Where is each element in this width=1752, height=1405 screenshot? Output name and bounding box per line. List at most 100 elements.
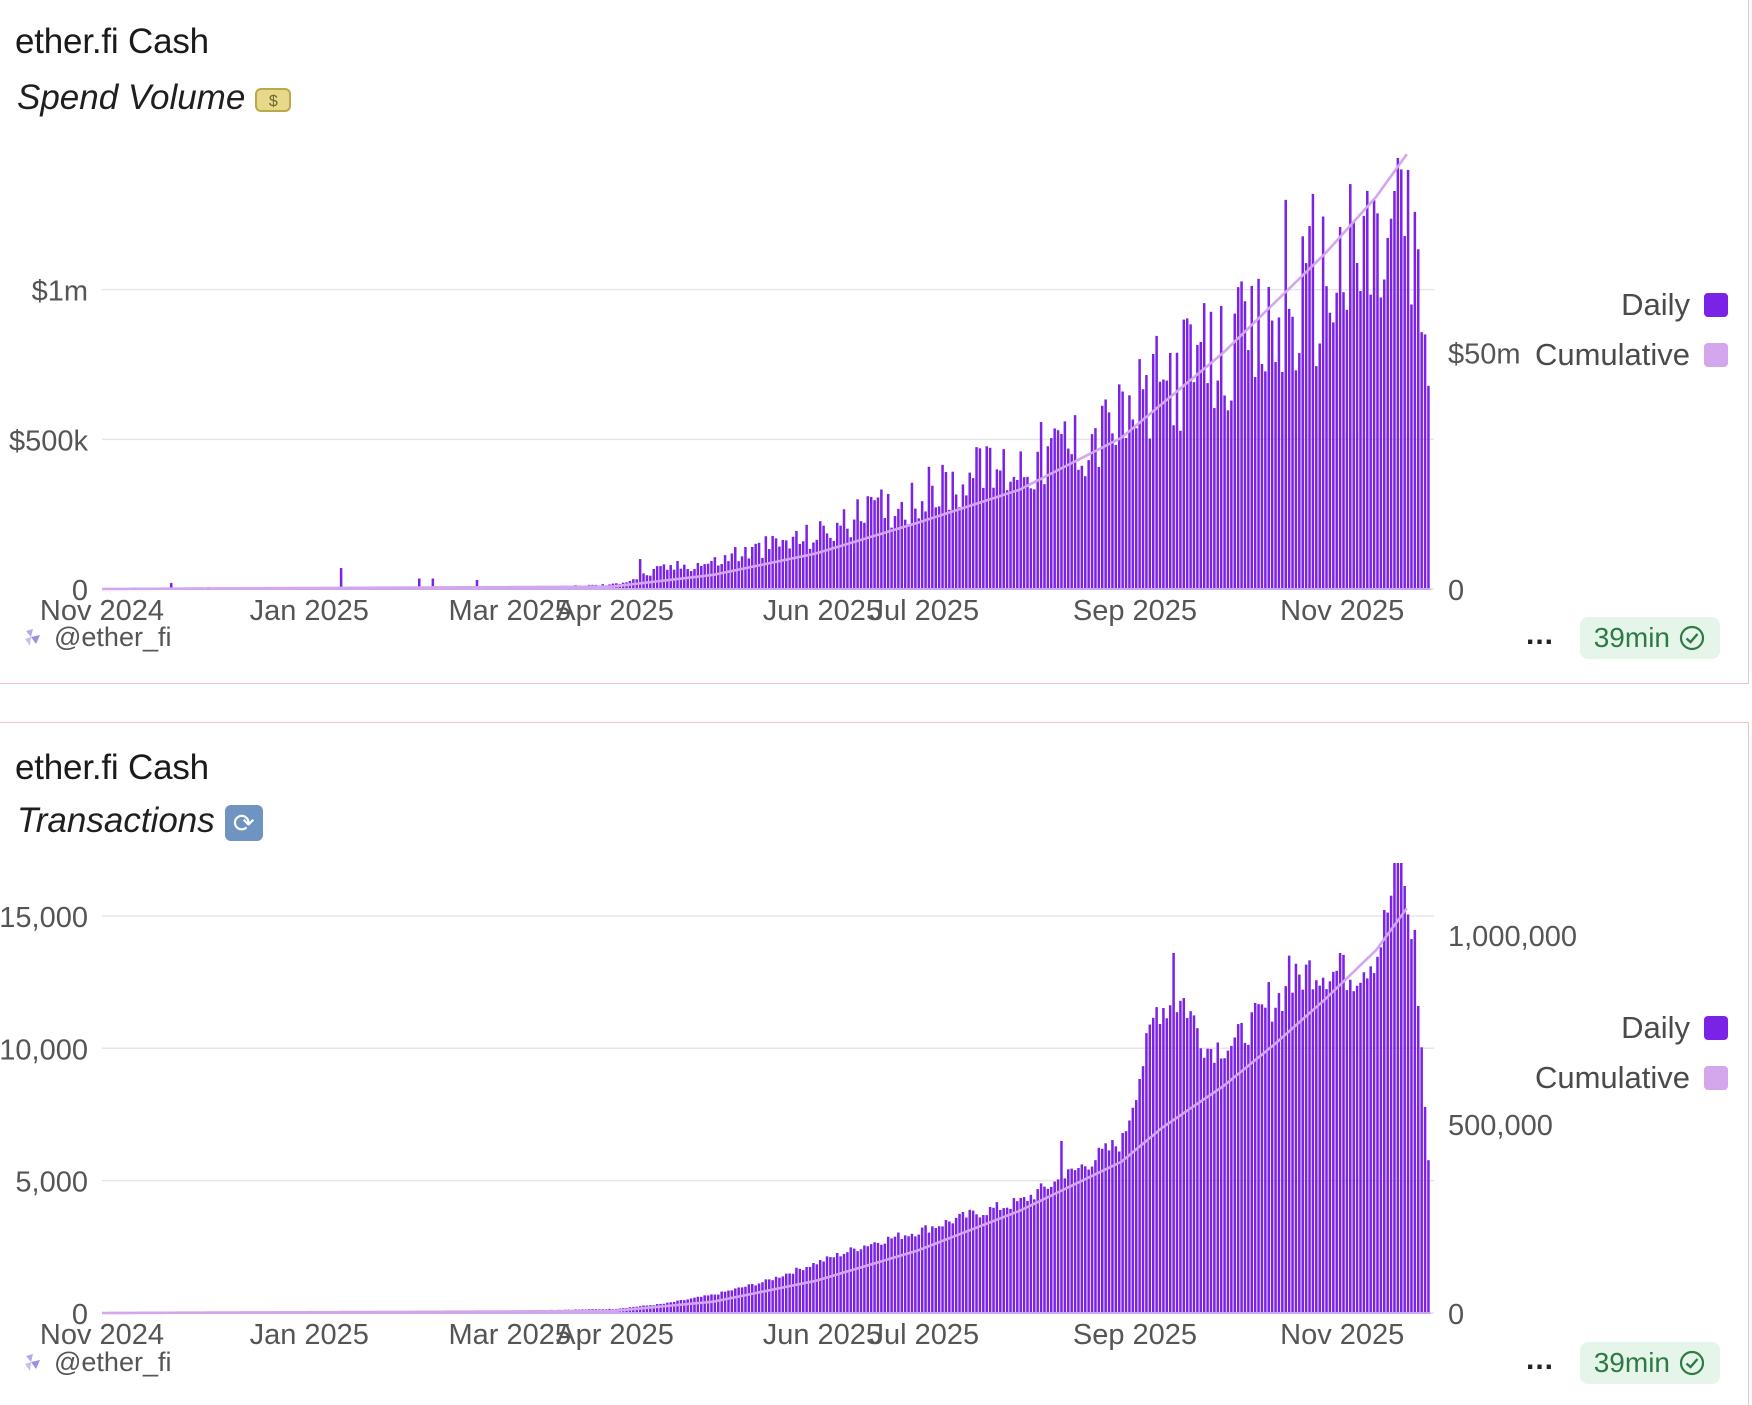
daily-bar[interactable]: [818, 1259, 822, 1313]
daily-bar[interactable]: [1101, 405, 1104, 589]
daily-bar[interactable]: [1131, 1107, 1135, 1313]
daily-bar[interactable]: [1267, 982, 1271, 1313]
daily-bar[interactable]: [1158, 1023, 1162, 1313]
daily-bar[interactable]: [1138, 359, 1141, 589]
daily-bar[interactable]: [781, 540, 785, 589]
daily-bar[interactable]: [1128, 395, 1131, 589]
daily-bar[interactable]: [1359, 982, 1362, 1313]
daily-bar[interactable]: [1090, 1166, 1094, 1313]
daily-bar[interactable]: [1233, 1037, 1237, 1313]
daily-bar[interactable]: [1202, 303, 1206, 589]
daily-bar[interactable]: [761, 1282, 764, 1313]
daily-bar[interactable]: [747, 1284, 751, 1313]
daily-bar[interactable]: [1389, 895, 1393, 1313]
daily-bar[interactable]: [975, 1214, 978, 1313]
daily-bar[interactable]: [849, 537, 853, 589]
daily-bar[interactable]: [829, 1257, 832, 1313]
legend-item-cumulative[interactable]: Cumulative: [1535, 1053, 1728, 1103]
daily-bar[interactable]: [1400, 169, 1403, 589]
daily-bar[interactable]: [876, 497, 880, 590]
daily-bar[interactable]: [1349, 184, 1352, 589]
daily-bar[interactable]: [869, 1244, 873, 1313]
daily-bar[interactable]: [1417, 1005, 1420, 1313]
daily-bar[interactable]: [866, 496, 870, 589]
daily-bar[interactable]: [1145, 1033, 1148, 1313]
daily-bar[interactable]: [1202, 1057, 1206, 1313]
daily-bar[interactable]: [910, 482, 914, 589]
daily-bar[interactable]: [1097, 466, 1101, 589]
daily-bar[interactable]: [852, 1248, 856, 1313]
daily-bar[interactable]: [951, 471, 954, 589]
daily-bar[interactable]: [1243, 301, 1247, 589]
daily-bar[interactable]: [801, 1270, 805, 1313]
daily-bar[interactable]: [751, 1284, 754, 1313]
daily-bar[interactable]: [1287, 955, 1291, 1313]
daily-bar[interactable]: [1016, 479, 1019, 589]
daily-bar[interactable]: [825, 533, 829, 589]
daily-bar[interactable]: [1022, 477, 1026, 589]
daily-bar[interactable]: [1128, 1120, 1131, 1313]
daily-bar[interactable]: [1206, 1048, 1209, 1313]
daily-bar[interactable]: [914, 508, 917, 589]
daily-bar[interactable]: [795, 1267, 798, 1313]
daily-bar[interactable]: [1420, 332, 1423, 589]
daily-bar[interactable]: [1036, 451, 1039, 589]
daily-bar[interactable]: [1175, 352, 1179, 589]
daily-bar[interactable]: [1111, 433, 1114, 589]
daily-bar[interactable]: [856, 499, 859, 589]
daily-bar[interactable]: [696, 1296, 700, 1313]
daily-bar[interactable]: [1274, 362, 1277, 589]
daily-bar[interactable]: [1393, 863, 1396, 1313]
daily-bar[interactable]: [832, 1257, 836, 1313]
daily-bar[interactable]: [1012, 1198, 1016, 1313]
daily-bar[interactable]: [475, 580, 479, 589]
daily-bar[interactable]: [1189, 324, 1192, 589]
daily-bar[interactable]: [1077, 469, 1080, 589]
daily-bar[interactable]: [1216, 1042, 1220, 1313]
daily-bar[interactable]: [1053, 428, 1056, 589]
daily-bar[interactable]: [985, 446, 988, 589]
daily-bar[interactable]: [958, 507, 961, 589]
daily-bar[interactable]: [842, 1253, 846, 1313]
daily-bar[interactable]: [1213, 1062, 1216, 1313]
daily-bar[interactable]: [1240, 281, 1243, 589]
daily-bar[interactable]: [1423, 1106, 1427, 1313]
daily-bar[interactable]: [669, 1302, 672, 1313]
daily-bar[interactable]: [1383, 279, 1386, 589]
daily-bar[interactable]: [1043, 1186, 1046, 1313]
daily-bar[interactable]: [1427, 1160, 1430, 1313]
daily-bar[interactable]: [907, 524, 910, 589]
daily-bar[interactable]: [1396, 863, 1400, 1313]
daily-bar[interactable]: [1240, 1022, 1243, 1313]
daily-bar[interactable]: [1383, 910, 1386, 1313]
daily-bar[interactable]: [723, 1291, 727, 1313]
daily-bar[interactable]: [737, 561, 740, 589]
daily-bar[interactable]: [917, 1234, 921, 1313]
daily-bar[interactable]: [1233, 313, 1237, 589]
daily-bar[interactable]: [1050, 438, 1053, 589]
daily-bar[interactable]: [1117, 384, 1121, 589]
daily-bar[interactable]: [672, 1301, 676, 1313]
daily-bar[interactable]: [1067, 1169, 1070, 1313]
daily-bar[interactable]: [1260, 364, 1264, 589]
daily-bar[interactable]: [805, 1267, 808, 1313]
daily-bar[interactable]: [1196, 344, 1199, 589]
daily-bar[interactable]: [717, 565, 720, 589]
daily-bar[interactable]: [1253, 1002, 1257, 1313]
daily-bar[interactable]: [757, 1283, 761, 1313]
daily-bar[interactable]: [1315, 980, 1318, 1313]
daily-bar[interactable]: [1264, 1007, 1267, 1313]
daily-bar[interactable]: [954, 494, 958, 589]
daily-bar[interactable]: [903, 1235, 907, 1313]
daily-bar[interactable]: [1420, 1047, 1423, 1313]
daily-bar[interactable]: [1301, 989, 1304, 1313]
daily-bar[interactable]: [1033, 1199, 1036, 1313]
daily-bar[interactable]: [730, 1290, 734, 1313]
daily-bar[interactable]: [1304, 964, 1308, 1313]
daily-bar[interactable]: [1124, 437, 1128, 589]
daily-bar[interactable]: [1060, 1140, 1063, 1313]
daily-bar[interactable]: [1427, 385, 1430, 589]
daily-bar[interactable]: [655, 1304, 659, 1313]
daily-bar[interactable]: [1124, 1131, 1128, 1313]
daily-bar[interactable]: [1308, 960, 1311, 1313]
